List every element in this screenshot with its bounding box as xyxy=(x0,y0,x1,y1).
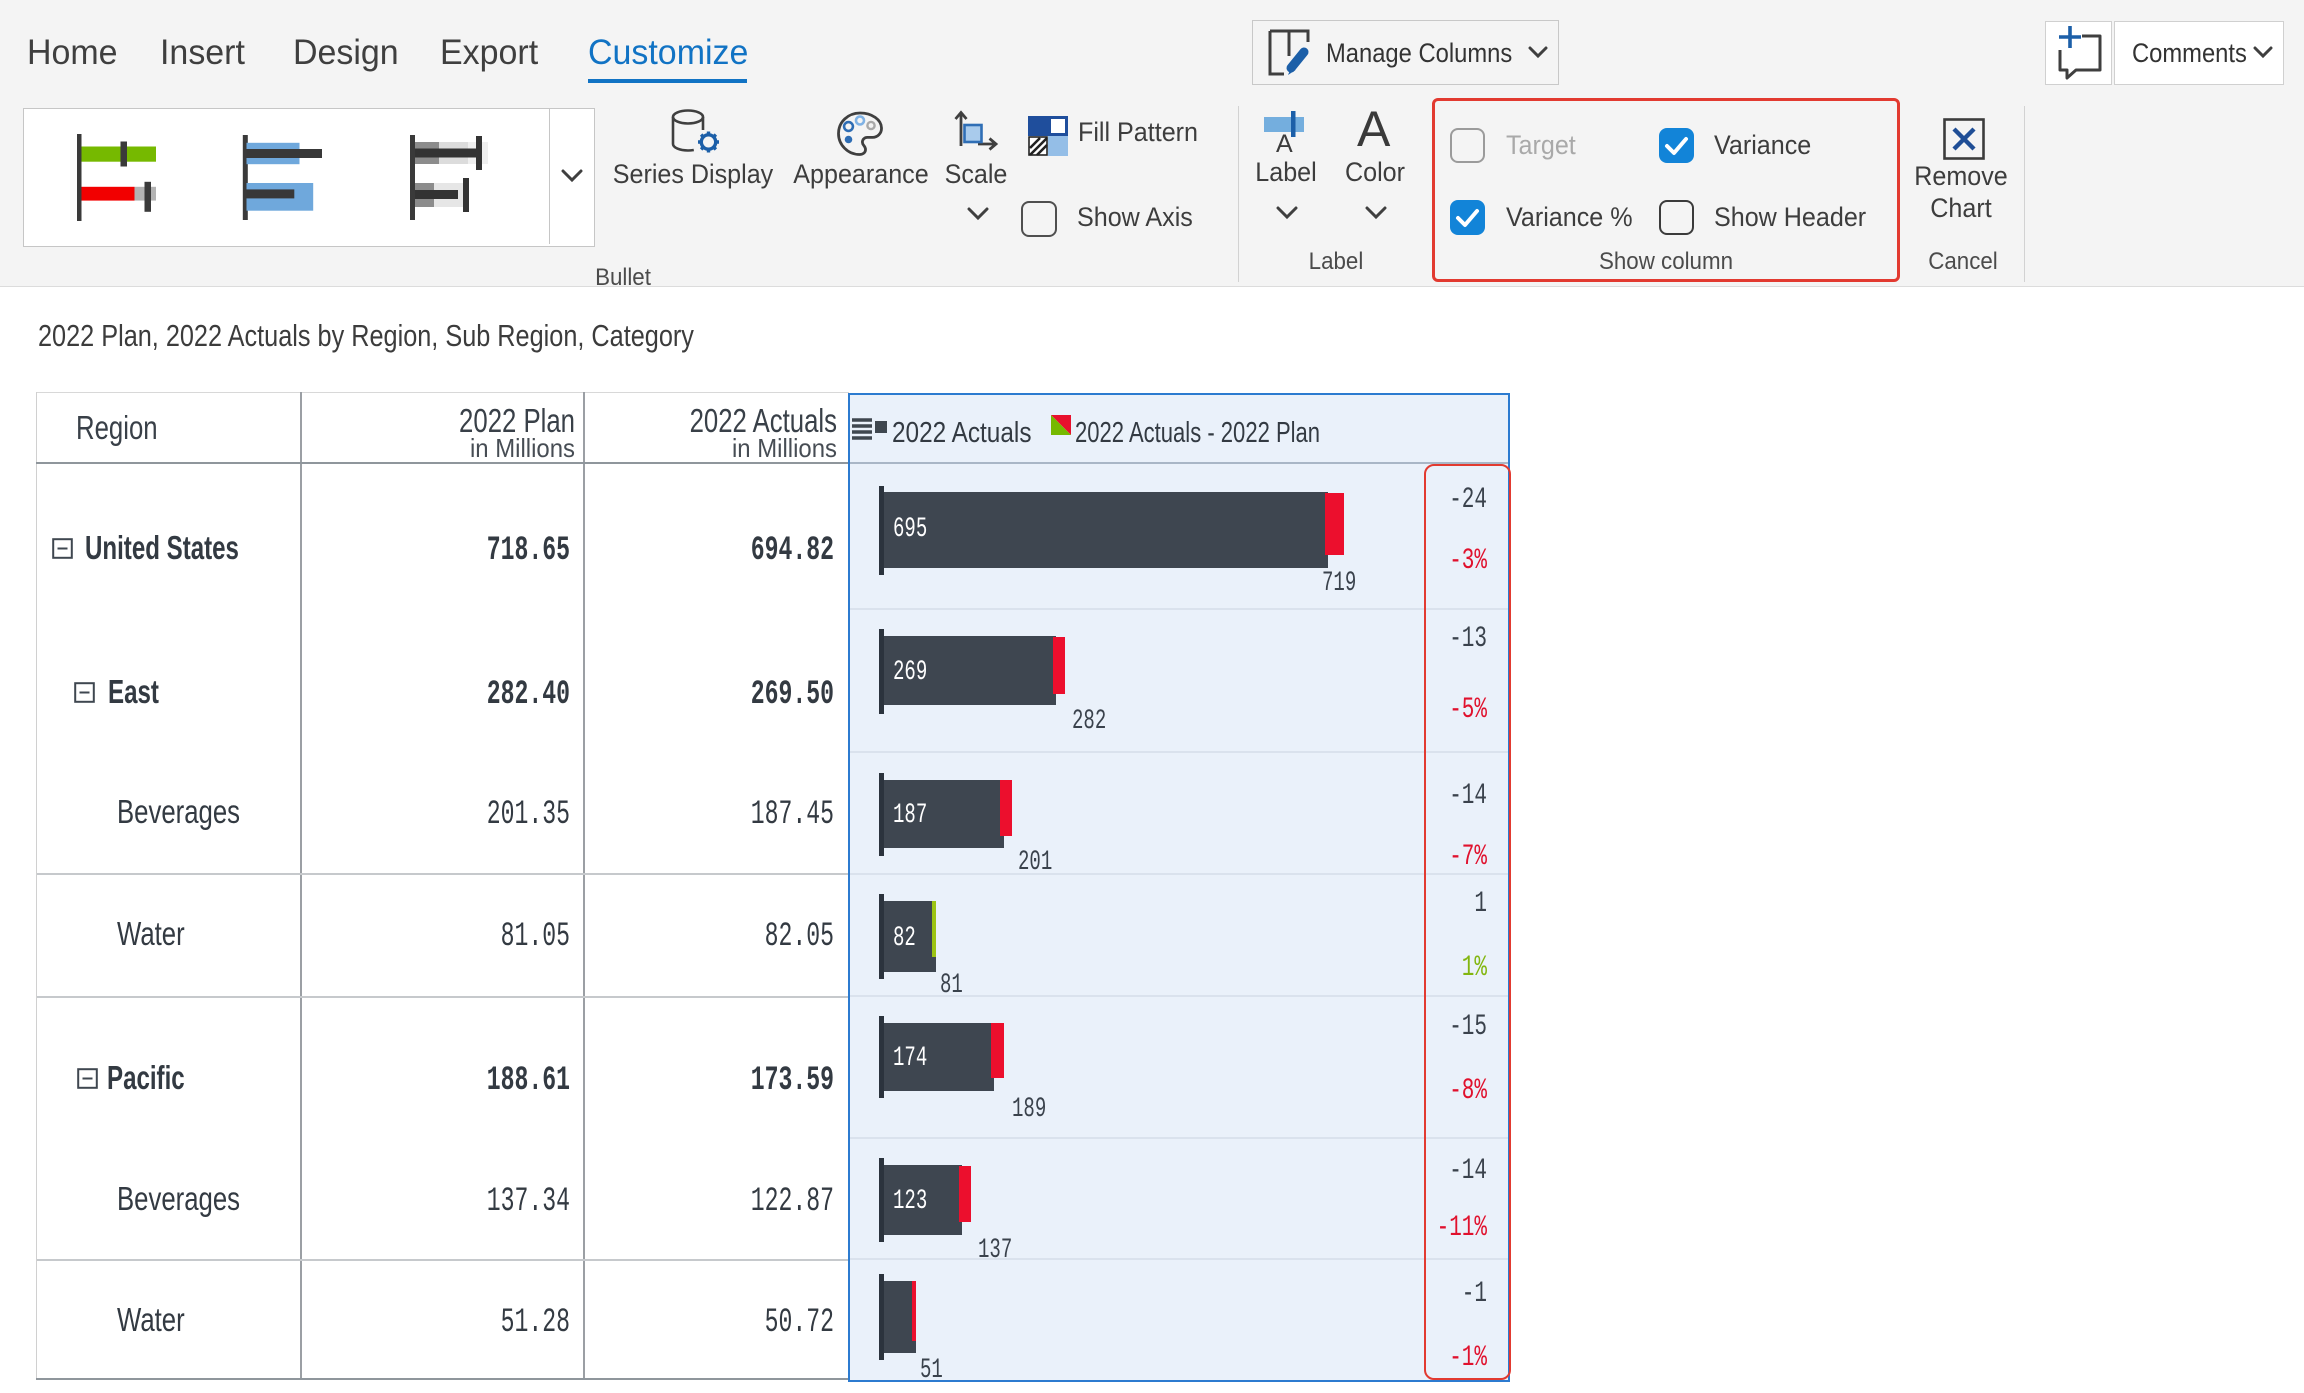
svg-text:A: A xyxy=(1276,130,1293,156)
